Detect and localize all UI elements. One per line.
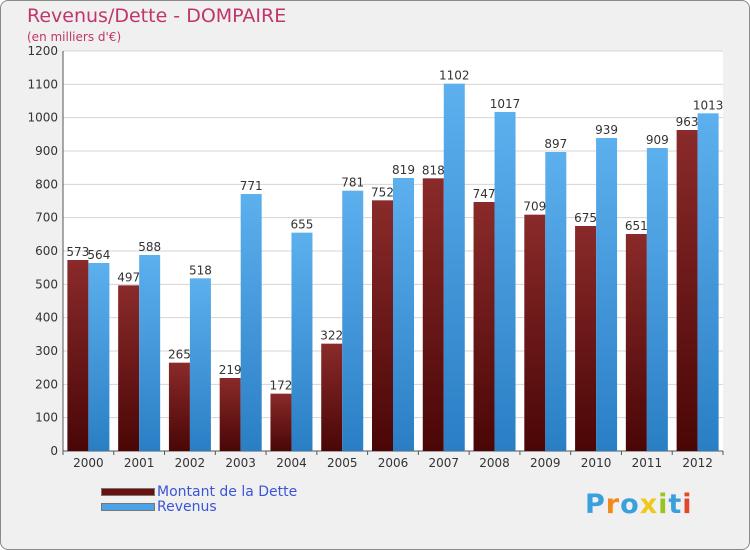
y-tick-label: 200 xyxy=(35,377,58,391)
revenus-bar xyxy=(494,112,516,451)
logo-letter: r xyxy=(605,489,621,520)
y-tick-label: 1100 xyxy=(27,77,58,91)
x-tick-label: 2002 xyxy=(175,456,206,470)
dette-value-label: 818 xyxy=(422,163,445,177)
dette-value-label: 752 xyxy=(371,185,394,199)
revenus-bar xyxy=(443,83,465,452)
proxiti-logo: Proxiti xyxy=(585,489,693,520)
dette-value-label: 573 xyxy=(66,245,89,259)
revenus-value-label: 1017 xyxy=(490,97,521,111)
x-tick-label: 2011 xyxy=(632,456,663,470)
dette-bar xyxy=(524,214,546,451)
chart-title: Revenus/Dette - DOMPAIRE xyxy=(27,5,287,27)
revenus-value-label: 909 xyxy=(646,133,669,147)
logo-letter: P xyxy=(585,489,606,520)
logo-letter: t xyxy=(668,489,683,520)
revenus-value-label: 1013 xyxy=(693,98,724,112)
dette-value-label: 675 xyxy=(574,211,597,225)
y-tick-label: 500 xyxy=(35,277,58,291)
dette-value-label: 709 xyxy=(523,200,546,214)
x-tick-label: 2003 xyxy=(225,456,256,470)
y-tick-label: 0 xyxy=(50,444,58,458)
y-tick-label: 400 xyxy=(35,311,58,325)
x-tick-label: 2005 xyxy=(327,456,358,470)
revenus-bar xyxy=(240,194,262,451)
x-tick-label: 2001 xyxy=(124,456,155,470)
revenus-bar xyxy=(697,113,719,451)
logo-letter: i xyxy=(682,489,693,520)
y-tick-label: 1000 xyxy=(27,111,58,125)
x-tick-label: 2004 xyxy=(276,456,307,470)
dette-value-label: 322 xyxy=(320,329,343,343)
logo-letter: i xyxy=(658,489,669,520)
x-tick-label: 2012 xyxy=(682,456,713,470)
chart-subtitle: (en milliers d'€) xyxy=(27,30,122,44)
legend-label-revenus: Revenus xyxy=(157,499,217,515)
dette-bar xyxy=(118,285,140,451)
revenus-bar xyxy=(291,232,313,451)
logo-letter: x xyxy=(639,489,659,520)
x-tick-label: 2007 xyxy=(428,456,459,470)
x-tick-label: 2000 xyxy=(73,456,104,470)
dette-bar xyxy=(372,200,393,451)
y-tick-label: 1200 xyxy=(27,44,58,58)
y-tick-label: 100 xyxy=(35,411,58,425)
revenus-bar xyxy=(88,263,110,451)
y-tick-label: 900 xyxy=(35,144,58,158)
logo-letter: o xyxy=(620,489,640,520)
dette-bar xyxy=(67,260,89,451)
revenus-value-label: 939 xyxy=(595,123,618,137)
revenus-value-label: 897 xyxy=(544,137,567,151)
legend-swatch-dette xyxy=(101,488,155,496)
dette-bar xyxy=(168,362,190,451)
dette-bar xyxy=(321,343,343,451)
dette-value-label: 219 xyxy=(219,363,242,377)
revenus-value-label: 655 xyxy=(291,218,314,232)
y-tick-label: 700 xyxy=(35,211,58,225)
dette-bar xyxy=(575,226,597,451)
legend-swatch-revenus xyxy=(101,503,155,511)
dette-bar xyxy=(625,234,647,451)
revenus-bar xyxy=(342,190,364,451)
dette-bar xyxy=(270,393,292,451)
revenus-value-label: 771 xyxy=(240,179,263,193)
revenus-bar xyxy=(189,278,211,451)
revenus-bar xyxy=(545,152,567,451)
revenus-value-label: 781 xyxy=(341,176,364,190)
revenus-value-label: 1102 xyxy=(439,69,470,83)
y-tick-label: 600 xyxy=(35,244,58,258)
dette-value-label: 963 xyxy=(676,115,699,129)
y-tick-label: 300 xyxy=(35,344,58,358)
revenus-value-label: 564 xyxy=(87,248,110,262)
revenus-value-label: 518 xyxy=(189,263,212,277)
dette-value-label: 747 xyxy=(473,187,496,201)
dette-value-label: 172 xyxy=(270,379,293,393)
revenus-bar xyxy=(139,255,161,451)
dette-bar xyxy=(676,130,698,451)
revenus-bar xyxy=(596,138,618,451)
revenus-bar xyxy=(646,148,668,451)
x-tick-label: 2010 xyxy=(581,456,612,470)
x-tick-label: 2008 xyxy=(479,456,510,470)
dette-value-label: 265 xyxy=(168,348,191,362)
x-tick-label: 2006 xyxy=(378,456,409,470)
revenus-value-label: 819 xyxy=(392,163,415,177)
dette-bar xyxy=(219,378,241,451)
dette-bar xyxy=(473,202,495,451)
revenus-bar xyxy=(393,178,414,451)
dette-bar xyxy=(422,178,444,452)
x-tick-label: 2009 xyxy=(530,456,561,470)
revenus-value-label: 588 xyxy=(138,240,161,254)
dette-value-label: 651 xyxy=(625,219,648,233)
dette-value-label: 497 xyxy=(117,270,140,284)
legend-label-dette: Montant de la Dette xyxy=(157,484,298,500)
y-tick-label: 800 xyxy=(35,177,58,191)
